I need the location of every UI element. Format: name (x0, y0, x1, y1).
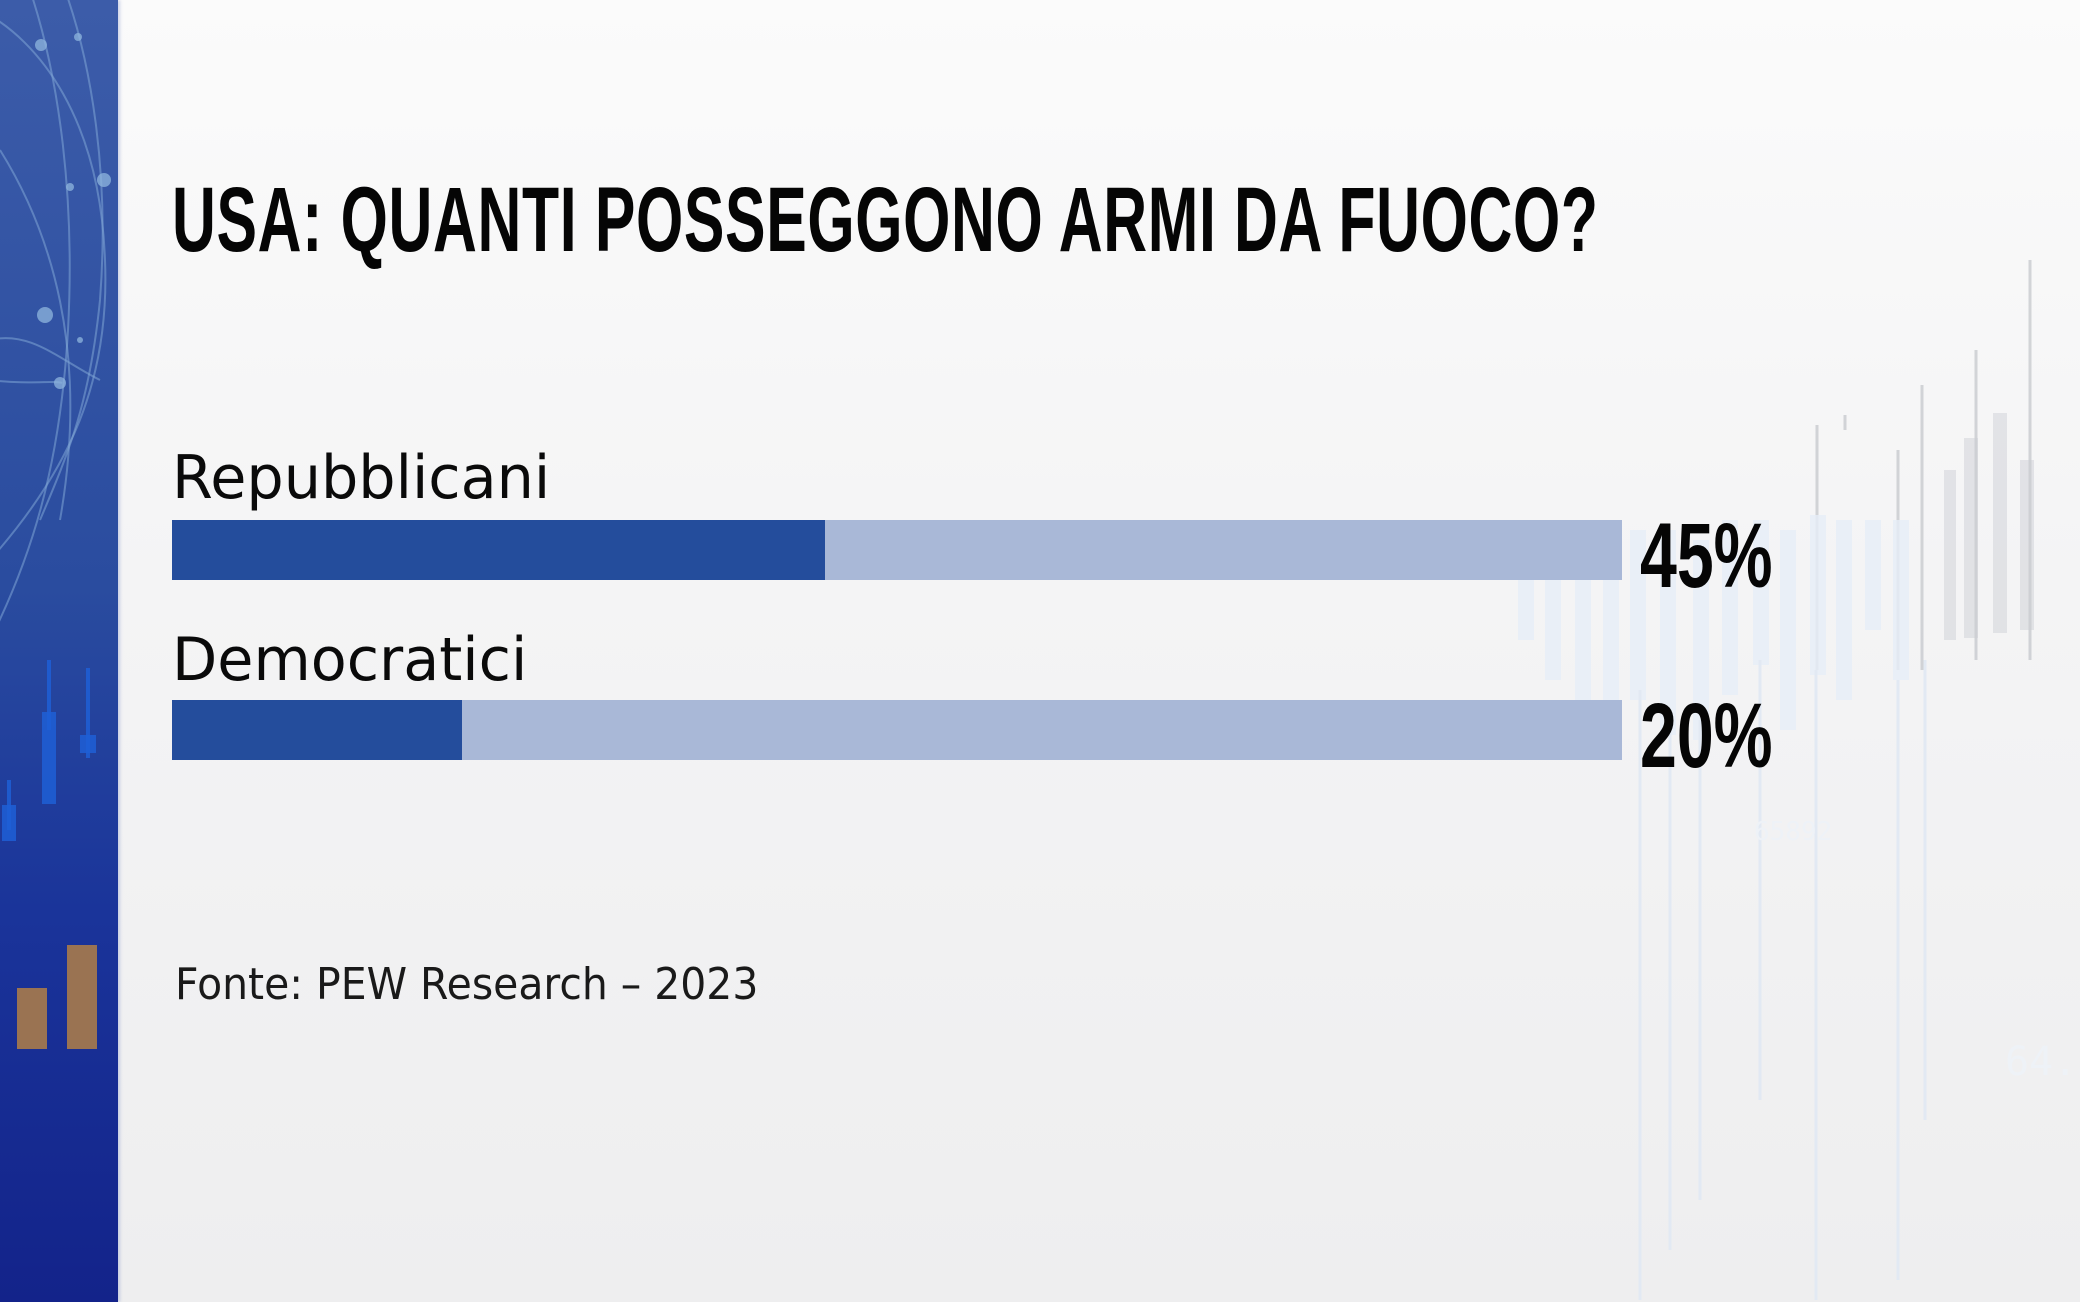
category-label-repubblicani: Repubblicani (172, 443, 551, 513)
value-label-repubblicani: 45% (1640, 505, 1773, 607)
chart-title: USA: QUANTI POSSEGGONO ARMI DA FUOCO? (172, 169, 1599, 271)
source-note: Fonte: PEW Research – 2023 (175, 959, 759, 1010)
bar-fill-repubblicani (172, 520, 825, 580)
decorative-side-panel (0, 0, 118, 1302)
bar-track-repubblicani (172, 520, 1622, 580)
category-label-democratici: Democratici (172, 625, 528, 695)
bar-fill-democratici (172, 700, 462, 760)
decor-number-1: 65892 (1754, 817, 1832, 847)
decor-number-2: 64.3 (2005, 1039, 2080, 1085)
value-label-democratici: 20% (1640, 685, 1773, 787)
network-graphic-icon (0, 0, 111, 1049)
bar-track-democratici (172, 700, 1622, 760)
